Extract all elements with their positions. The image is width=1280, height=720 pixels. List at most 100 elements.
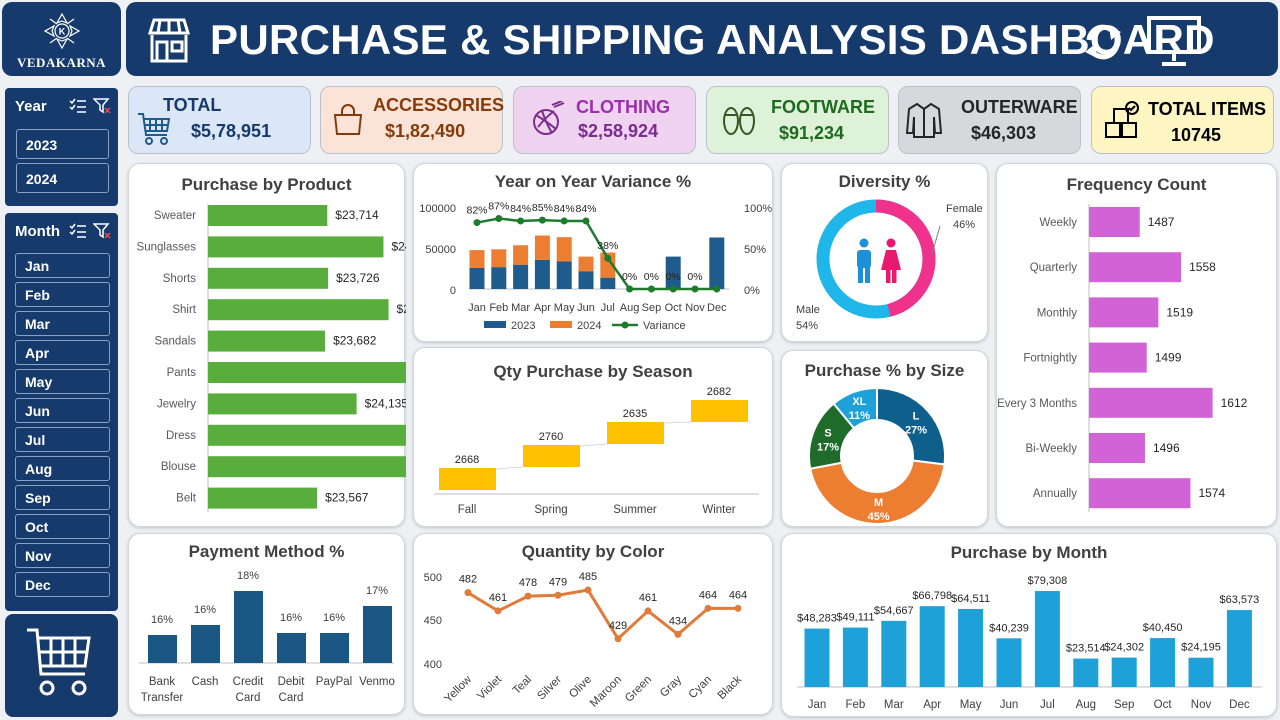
year-option-2024[interactable]: 2024 [16,163,109,193]
legend-swatch [550,321,572,328]
payment-method-card: Payment Method % 16% Bank Transfer 16% Cash 1… [128,533,405,715]
month-option-mar[interactable]: Mar [15,311,110,336]
size-slice [832,386,878,430]
kpi-accessories-label: ACCESSORIES [373,95,505,115]
bar [148,635,177,663]
x-tick-label: Jan [468,302,486,314]
kpi-outerware: OUTERWARE $46,303 [898,86,1081,154]
category-label: Dress [166,430,196,442]
month-option-sep[interactable]: Sep [15,485,110,510]
data-label: $63,573 [1220,594,1260,606]
slice-label: M [874,497,883,509]
year-option-2023[interactable]: 2023 [16,129,109,159]
x-tick-label: Apr [534,302,551,314]
month-option-feb[interactable]: Feb [15,282,110,307]
category-label: Blouse [161,461,196,473]
category-label: Green [623,674,654,705]
data-label: 1496 [1153,441,1180,455]
legend-label: 2023 [511,320,535,332]
bar [1226,610,1252,687]
month-option-jan[interactable]: Jan [15,253,110,278]
bar [1111,657,1137,687]
category-label: Spring [534,504,567,516]
male-figure-icon [857,238,871,283]
slice-pct: 27% [905,425,927,437]
kpi-accessories: ACCESSORIES $1,82,490 [320,86,505,154]
multi-select-icon[interactable] [69,98,87,114]
y-tick-label: 450 [424,615,442,627]
bar-2023 [600,277,616,289]
color-point [554,591,562,599]
multi-select-icon[interactable] [69,223,87,239]
bar-2024 [600,252,616,278]
kpi-total-items-label: TOTAL ITEMS [1148,99,1267,119]
clear-filter-icon[interactable] [93,223,111,239]
month-option-jun[interactable]: Jun [15,398,110,423]
variance-point [647,285,655,293]
data-label: 16% [151,614,173,626]
chart-title: Diversity % [838,172,931,191]
data-label: $24,135 [365,396,406,410]
month-option-apr[interactable]: Apr [15,340,110,365]
bar [208,299,389,321]
variance-point [691,285,699,293]
variance-point [626,285,634,293]
yarn-icon [533,101,565,135]
month-option-oct[interactable]: Oct [15,514,110,539]
kpi-clothing-label: CLOTHING [576,97,670,117]
bar [881,620,907,687]
frequency-count-chart: Weekly 1487 Quarterly 1558 Monthly 1519 Fortni… [997,204,1248,512]
variance-label: 85% [532,202,553,214]
bar [208,267,329,289]
legend-marker [621,321,629,329]
yoy-variance-chart: 100000 100% 50000 50% 0 0% Jan Feb Mar Apr May Jun J… [419,201,772,332]
month-option-nov[interactable]: Nov [15,543,110,568]
variance-label: 0% [644,271,659,283]
slice-label: XL [852,396,866,408]
header-bar: PURCHASE & SHIPPING ANALYSIS DASHBOARD [126,2,1278,76]
kpi-clothing: CLOTHING $2,58,924 [513,86,696,154]
monitor-icon[interactable] [1146,15,1202,67]
data-label: $23,682 [333,334,377,348]
variance-point [495,215,503,223]
frequency-count-card: Frequency Count Weekly 1487 Quarterly 1558 M… [996,163,1277,527]
month-option-jul[interactable]: Jul [15,427,110,452]
chart-title: Qty Purchase by Season [493,362,693,381]
color-point [644,607,652,615]
bar [1034,591,1060,687]
chart-title: Purchase by Product [181,175,352,194]
bar [191,625,220,663]
variance-label: 84% [575,203,596,215]
color-point [614,635,622,643]
category-label: Fortnightly [1023,353,1077,365]
bar [1073,658,1099,687]
bar [1089,297,1159,328]
slippers-icon [723,107,755,135]
female-figure-icon [881,238,901,283]
bar [208,330,326,352]
bar [208,236,384,258]
chart-title: Frequency Count [1066,175,1207,194]
variance-point [560,217,568,225]
month-option-may[interactable]: May [15,369,110,394]
brand-logo: K VEDAKARNA [2,2,121,76]
bar [208,456,406,478]
category-label: Yellow [442,673,474,705]
kpi-footware-label: FOOTWARE [771,97,875,117]
data-label: $23,567 [325,491,369,505]
category-label: Cyan [687,674,714,701]
category-label: Oct [1154,699,1173,711]
month-option-dec[interactable]: Dec [15,572,110,597]
category-label: Sunglasses [137,241,197,253]
bar-2023 [578,271,594,289]
refresh-icon[interactable] [1081,20,1125,64]
x-tick-label: Mar [511,302,530,314]
month-option-aug[interactable]: Aug [15,456,110,481]
data-label: 429 [609,620,627,632]
x-tick-label: Sep [642,302,662,314]
clear-filter-icon[interactable] [93,98,111,114]
bar [1089,478,1191,509]
variance-point [669,285,677,293]
purchase-by-product-chart: Sweater $23,714 Sunglasses $24,521 Shorts $23… [137,204,406,512]
color-line [467,588,738,642]
